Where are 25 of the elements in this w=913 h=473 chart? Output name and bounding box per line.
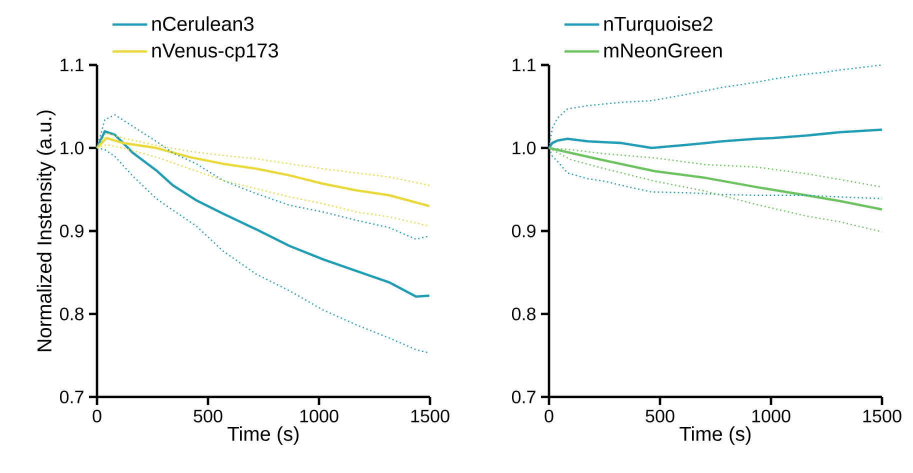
y-tick-label: 0.9 — [512, 224, 536, 238]
x-axis-title: Time (s) — [228, 426, 299, 445]
x-tick-label: 1500 — [411, 410, 450, 422]
x-axis-title: Time (s) — [680, 426, 751, 445]
y-tick-label: 1.1 — [512, 58, 536, 72]
legend-label: mNeonGreen — [604, 43, 722, 58]
x-tick-label: 0 — [544, 410, 554, 422]
y-tick-label: 0.8 — [60, 308, 84, 320]
x-tick-label: 1000 — [300, 410, 338, 422]
y-tick-label: 0.9 — [60, 224, 84, 238]
y-tick-label: 0.7 — [60, 390, 84, 404]
y-tick-label: 1.0 — [512, 142, 536, 154]
y-tick-label: 1.0 — [60, 142, 84, 154]
x-tick-label: 500 — [194, 410, 222, 422]
y-tick-label: 1.1 — [60, 58, 84, 72]
legend-label: nVenus-cp173 — [152, 43, 278, 62]
y-tick-label: 0.8 — [512, 308, 536, 320]
x-tick-label: 0 — [92, 410, 102, 422]
y-axis-title: Normalized Instensity (a.u.) — [36, 110, 56, 352]
x-tick-label: 1500 — [863, 410, 902, 422]
legend-label: nTurquoise2 — [604, 16, 712, 35]
y-tick-label: 0.7 — [512, 390, 536, 404]
x-tick-label: 1000 — [752, 410, 790, 422]
legend-label: nCerulean3 — [152, 16, 254, 31]
x-tick-label: 500 — [646, 410, 674, 422]
